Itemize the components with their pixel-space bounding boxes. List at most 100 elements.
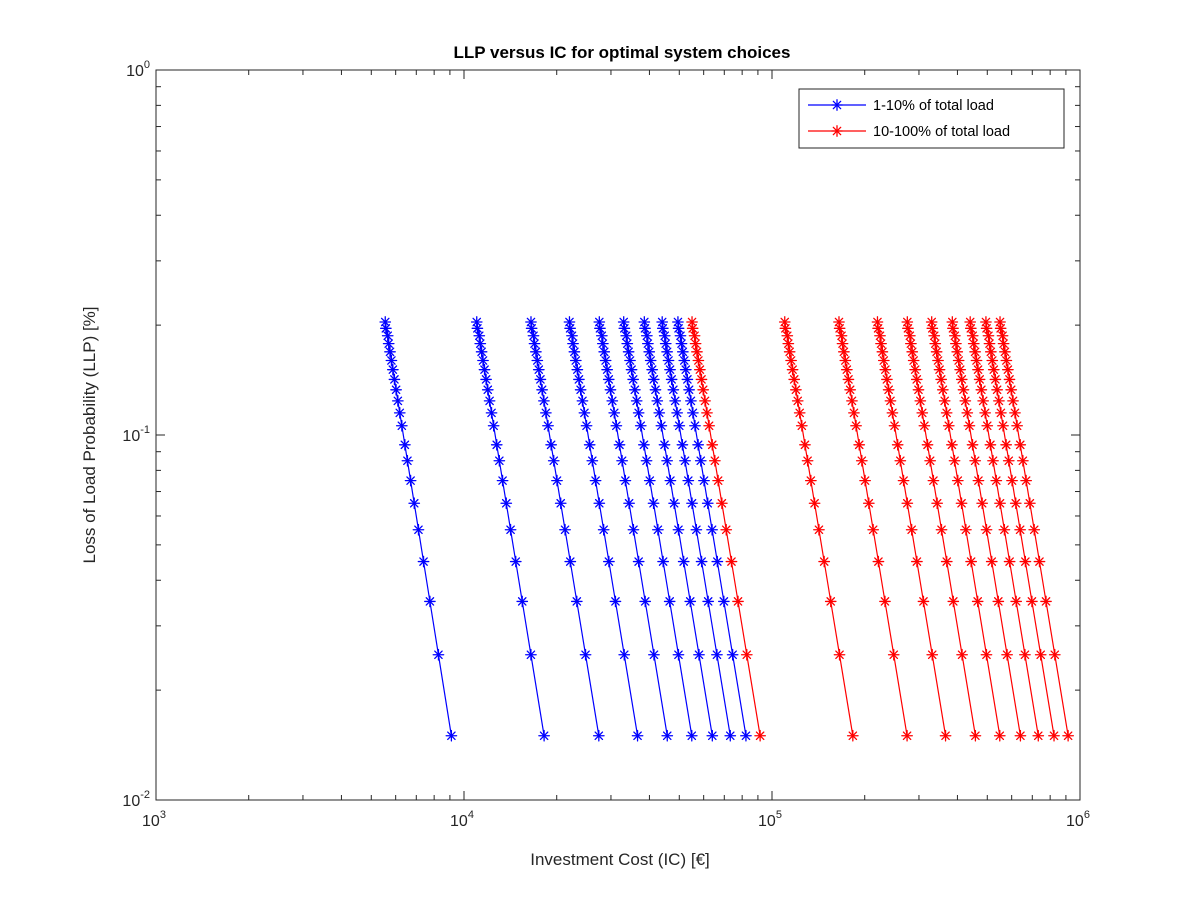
data-point <box>931 497 943 510</box>
series-curve <box>593 316 674 742</box>
data-point <box>910 373 923 386</box>
data-point <box>619 474 632 487</box>
data-point <box>914 395 927 407</box>
data-point <box>957 383 970 396</box>
data-point <box>997 419 1009 432</box>
data-point <box>932 354 944 367</box>
data-point <box>608 406 621 419</box>
y-tick-label: 10-1 <box>122 424 150 445</box>
data-point <box>795 419 808 432</box>
data-point <box>570 595 583 608</box>
data-point <box>395 419 408 432</box>
data-point <box>531 354 544 367</box>
data-point <box>935 523 948 536</box>
data-point <box>897 474 910 487</box>
data-point <box>969 345 981 358</box>
data-point <box>993 395 1005 407</box>
data-point <box>692 354 705 367</box>
data-point <box>891 438 904 451</box>
data-point <box>928 329 941 342</box>
data-point <box>598 345 611 358</box>
data-point <box>701 497 714 510</box>
data-point <box>963 419 976 432</box>
data-point <box>1003 555 1016 568</box>
data-point <box>904 329 916 342</box>
data-point <box>551 474 563 487</box>
data-point <box>876 345 889 358</box>
data-point <box>950 337 962 350</box>
data-point <box>711 648 723 661</box>
data-point <box>528 337 541 350</box>
series-curve <box>638 316 719 742</box>
data-point <box>939 729 952 742</box>
data-point <box>653 406 666 419</box>
data-point <box>690 523 703 536</box>
x-tick-label: 106 <box>1066 809 1090 830</box>
data-point <box>661 345 673 358</box>
data-point <box>599 354 612 367</box>
legend-label-blue: 1-10% of total load <box>873 98 994 114</box>
data-point <box>709 454 721 467</box>
data-point <box>785 354 797 367</box>
data-point <box>901 729 913 742</box>
data-point <box>875 337 887 350</box>
data-point <box>542 419 554 432</box>
data-point <box>627 523 640 536</box>
data-point <box>601 363 613 376</box>
data-point <box>985 555 998 568</box>
data-point <box>673 419 686 432</box>
series-curve <box>672 316 752 742</box>
data-point <box>906 345 919 358</box>
data-point <box>432 648 445 661</box>
data-point <box>971 595 984 608</box>
x-tick-label: 105 <box>758 809 782 830</box>
data-point <box>474 337 487 350</box>
data-point <box>536 383 548 396</box>
series-layer <box>379 316 1074 742</box>
data-point <box>692 438 704 451</box>
data-point <box>955 497 968 510</box>
data-point <box>740 729 752 742</box>
data-point <box>574 383 587 396</box>
data-point <box>842 373 855 386</box>
data-point <box>675 337 688 350</box>
data-point <box>987 454 999 467</box>
data-point <box>593 497 606 510</box>
data-point <box>970 354 983 367</box>
data-point <box>1014 523 1026 536</box>
data-point <box>887 648 900 661</box>
data-point <box>596 329 608 342</box>
data-point <box>652 523 664 536</box>
data-point <box>580 419 593 432</box>
data-point <box>716 497 728 510</box>
data-point <box>979 406 991 419</box>
data-point <box>805 474 817 487</box>
data-point <box>656 322 669 335</box>
legend-marker-point <box>831 99 843 111</box>
data-point <box>846 729 859 742</box>
data-point <box>902 322 914 335</box>
data-point <box>1032 729 1045 742</box>
data-point <box>754 729 766 742</box>
data-point <box>1048 729 1060 742</box>
data-point <box>401 454 414 467</box>
data-point <box>687 406 699 419</box>
data-point <box>1005 383 1018 396</box>
data-point <box>672 648 685 661</box>
data-point <box>808 497 821 510</box>
x-tick-label: 103 <box>142 809 166 830</box>
series-curve <box>833 316 913 742</box>
data-point <box>657 555 669 568</box>
data-point <box>706 438 719 451</box>
data-point <box>909 363 922 376</box>
data-point <box>862 497 875 510</box>
data-point <box>977 395 990 407</box>
data-point <box>905 337 917 350</box>
data-point <box>725 555 738 568</box>
data-point <box>623 497 635 510</box>
series-curve <box>964 316 1045 742</box>
data-point <box>1014 438 1027 451</box>
data-point <box>905 523 918 536</box>
data-point <box>487 419 500 432</box>
data-point <box>688 329 701 342</box>
